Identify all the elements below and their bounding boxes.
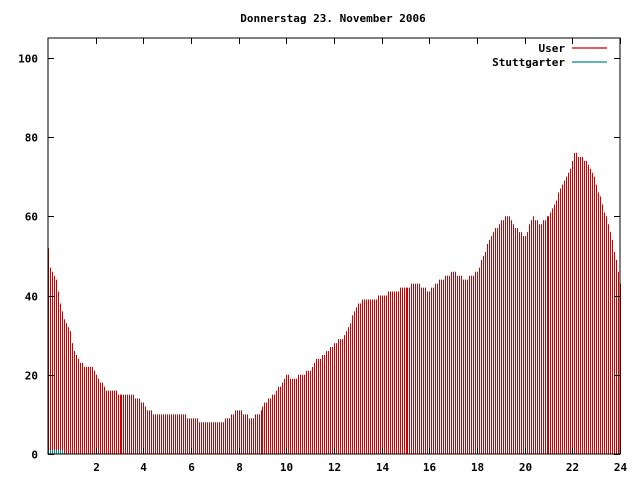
x-tick-label: 16 <box>423 461 437 474</box>
x-tick-label: 8 <box>236 461 243 474</box>
y-tick-label: 0 <box>31 449 38 462</box>
x-tick-label: 18 <box>471 461 484 474</box>
x-tick-label: 22 <box>566 461 579 474</box>
y-tick-label: 40 <box>25 291 38 304</box>
chart-title: Donnerstag 23. November 2006 <box>240 12 426 25</box>
bars <box>48 152 621 454</box>
x-tick-label: 12 <box>328 461 341 474</box>
y-tick-label: 100 <box>18 53 38 66</box>
x-tick-label: 20 <box>519 461 532 474</box>
x-tick-label: 14 <box>376 461 390 474</box>
x-tick-label: 10 <box>280 461 293 474</box>
y-tick-label: 80 <box>25 132 38 145</box>
x-tick-label: 2 <box>93 461 100 474</box>
legend-label-stuttgarter: Stuttgarter <box>492 56 565 69</box>
x-tick-label: 4 <box>140 461 147 474</box>
legend-label-user: User <box>539 42 566 55</box>
y-tick-label: 20 <box>25 370 38 383</box>
x-tick-label: 24 <box>614 461 628 474</box>
legend: User Stuttgarter <box>492 42 607 69</box>
x-tick-label: 6 <box>188 461 195 474</box>
y-tick-label: 60 <box>25 211 38 224</box>
